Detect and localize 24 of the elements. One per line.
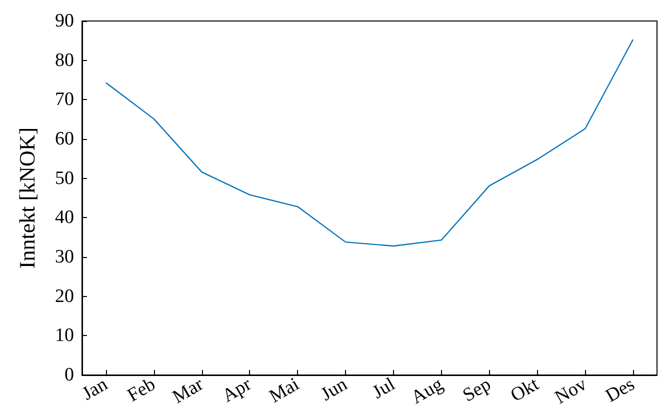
y-tick-label: 80	[55, 50, 74, 71]
line-series	[105, 38, 634, 247]
x-tick-label: Mai	[266, 374, 303, 408]
x-tick-label: Sep	[459, 374, 495, 406]
x-tick-label: Des	[602, 374, 638, 407]
y-tick-label: 90	[55, 10, 74, 32]
x-tick-label: Jul	[369, 374, 399, 404]
x-tick-label: Jan	[78, 374, 112, 405]
x-tick-label: Feb	[124, 374, 160, 406]
x-tick-label: Jun	[317, 374, 352, 406]
x-tick-label: Okt	[507, 374, 544, 406]
y-tick-label: 0	[64, 364, 74, 386]
y-tick-label: 50	[55, 168, 74, 189]
y-axis-title: Inntekt [kNOK]	[14, 127, 40, 269]
y-tick-label: 70	[55, 89, 74, 110]
y-tick-label: 40	[55, 207, 74, 228]
x-tick-label: Nov	[552, 374, 591, 408]
x-tick-label: Mar	[169, 374, 208, 408]
x-tick-label: Aug	[408, 374, 448, 408]
y-tick-label: 10	[55, 325, 74, 346]
x-tick-label: Apr	[218, 374, 256, 407]
y-tick-label: 60	[55, 128, 74, 150]
y-tick-label: 30	[55, 246, 74, 268]
y-tick-label: 20	[55, 286, 74, 307]
